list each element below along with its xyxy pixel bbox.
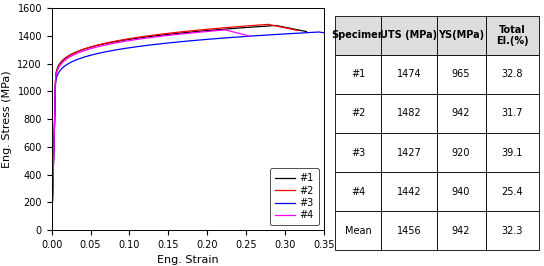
#2 <box>295 29 301 32</box>
#1 <box>304 30 310 33</box>
#3 <box>48 228 55 232</box>
#3 <box>245 35 251 38</box>
#1 <box>260 25 267 28</box>
#3 <box>137 45 143 48</box>
#2 <box>138 35 145 38</box>
#1 <box>48 228 55 232</box>
#4 <box>120 40 127 43</box>
#4 <box>178 32 185 36</box>
#3 <box>316 30 323 34</box>
#4 <box>212 29 219 32</box>
#4 <box>48 228 55 232</box>
#3 <box>159 42 166 45</box>
#4 <box>246 34 252 38</box>
#1 <box>216 28 222 31</box>
#3 <box>124 47 131 50</box>
#1 <box>273 24 279 27</box>
#3 <box>301 31 307 34</box>
#1 <box>213 28 219 31</box>
#2 <box>120 38 127 41</box>
#1 <box>141 36 148 39</box>
Legend: #1, #2, #3, #4: #1, #2, #3, #4 <box>270 168 319 225</box>
Line: #3: #3 <box>52 32 356 230</box>
#2 <box>265 23 272 26</box>
#2 <box>211 27 217 30</box>
X-axis label: Eng. Strain: Eng. Strain <box>157 255 219 265</box>
#2 <box>253 24 259 27</box>
#1 <box>112 40 118 43</box>
#4 <box>106 43 112 46</box>
Y-axis label: Eng. Stress (MPa): Eng. Stress (MPa) <box>2 70 12 168</box>
Line: #4: #4 <box>52 30 249 230</box>
Line: #2: #2 <box>52 24 298 230</box>
Line: #1: #1 <box>52 26 307 230</box>
#3 <box>353 36 359 40</box>
#1 <box>122 38 129 41</box>
#4 <box>222 28 228 31</box>
#2 <box>207 27 214 31</box>
#4 <box>97 44 104 48</box>
#2 <box>48 228 55 232</box>
#2 <box>110 40 116 43</box>
#4 <box>176 33 182 36</box>
#3 <box>248 34 255 38</box>
